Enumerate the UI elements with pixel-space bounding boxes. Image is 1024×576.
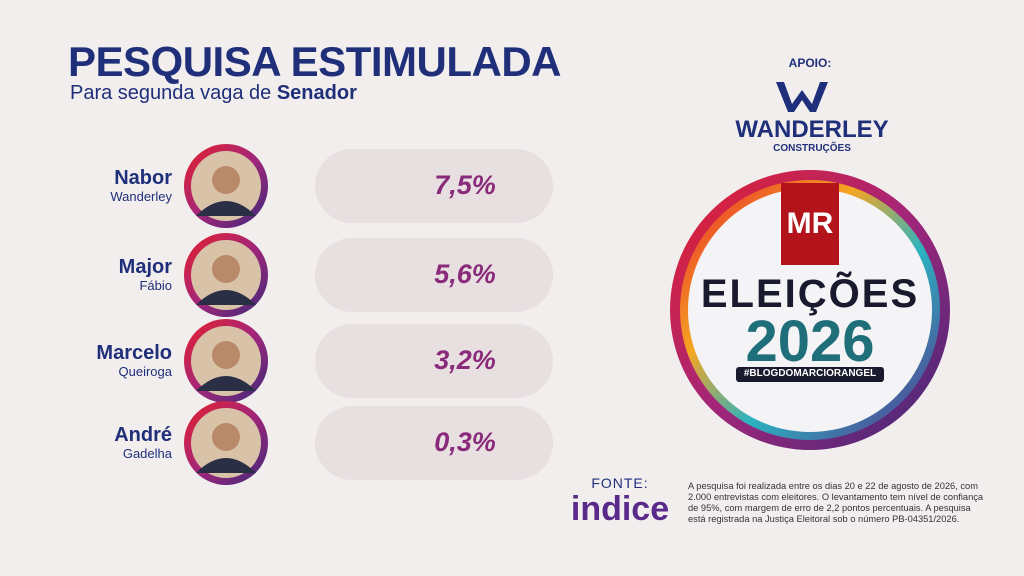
badge-hashtag: #BLOGDOMARCIORANGEL (743, 368, 877, 379)
rows (184, 144, 553, 485)
result-pill (315, 149, 553, 223)
note: A pesquisa foi realizada entre os dias 2… (688, 481, 984, 524)
subtitle-text: Para segunda vaga de (70, 82, 272, 104)
source-label: FONTE: (591, 475, 649, 491)
badge-hashtag-box (736, 367, 884, 382)
photo-body (196, 376, 256, 391)
first-name: Marcelo (96, 342, 172, 364)
badge-mr-box (781, 183, 839, 265)
sponsor-name: WANDERLEY (735, 116, 889, 143)
photo-head (212, 341, 240, 369)
last-name: Queiroga (118, 364, 172, 379)
last-name: Wanderley (110, 189, 172, 204)
badge-initials: MR (786, 207, 834, 240)
subtitle-emphasis: Senador (276, 82, 357, 104)
last-name: Fábio (139, 278, 172, 293)
sponsor-logo (776, 82, 828, 112)
result: 7,5% (434, 170, 496, 200)
last-name: Gadelha (122, 446, 172, 461)
photo-head (212, 423, 240, 451)
result-pill (315, 324, 553, 398)
result: 5,6% (434, 259, 496, 289)
sponsor-subname: CONSTRUÇÕES (773, 143, 851, 154)
first-name: Major (118, 256, 172, 278)
source-name: indice (570, 490, 670, 528)
title: PESQUISA ESTIMULADA (68, 38, 561, 85)
result-pill (315, 406, 553, 480)
photo-head (212, 255, 240, 283)
result: 3,2% (434, 345, 496, 375)
photo-head (212, 166, 240, 194)
badge-year: 2026 (745, 309, 875, 374)
result: 0,3% (434, 427, 496, 457)
photo-body (196, 458, 256, 473)
subtitle: Para segunda vaga de Senador (70, 82, 357, 105)
photo-body (196, 201, 256, 216)
first-name: André (114, 424, 172, 446)
badge-title: ELEIÇÕES (700, 272, 920, 316)
first-name: Nabor (114, 167, 172, 189)
sponsor-label: APOIO: (788, 56, 832, 70)
photo-body (196, 290, 256, 305)
result-pill (315, 238, 553, 312)
